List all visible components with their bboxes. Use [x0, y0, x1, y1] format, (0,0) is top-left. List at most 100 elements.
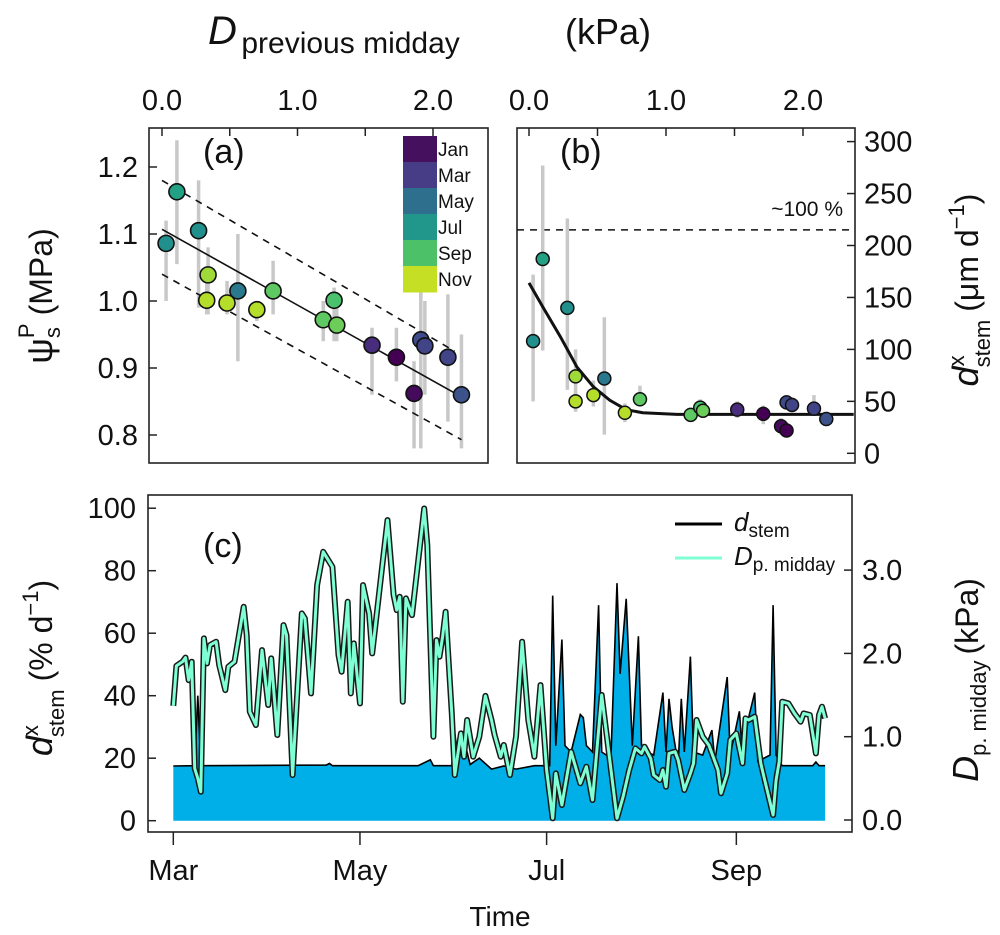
panel-b-data-point [729, 402, 745, 417]
legend-color-swatch-jan [403, 136, 437, 163]
panel-c-label: (c) [203, 527, 243, 565]
panel-b-y-tick-label: 200 [864, 231, 912, 263]
panel-b-data-point [525, 333, 541, 349]
panel-a-label: (a) [203, 133, 245, 171]
legend-label-jul: Jul [438, 218, 462, 239]
panel-c-legend: dstem Dp. midday [675, 507, 836, 576]
panel-c-dpmidday-line [171, 507, 827, 820]
panel-c-dstem-area [173, 583, 826, 821]
panel-a-data-point [405, 384, 423, 403]
panel-b-y-axis-title: dxstem(μm d−1) [944, 194, 995, 387]
panel-a-upper-bound-line [161, 179, 456, 352]
legend-label-sep: Sep [438, 244, 472, 265]
panel-c-left-y-axis-title: dxstem(% d−1) [18, 580, 69, 756]
panel-c-plot: Mar May Jul Sep 0 20 40 60 80 100 0.0 1.0 2.0 3.0 [88, 493, 903, 887]
panel-b-data-point [568, 369, 583, 384]
panel-b-y-tick-label: 150 [864, 282, 912, 314]
panel-a-y-tick-label: 0.9 [98, 353, 138, 385]
panel-a-plot: 0.0 1.0 2.0 0.8 0.9 1.0 1.1 1.2 Jan Mar May Jul Sep N… [98, 85, 475, 452]
panel-b-top-tick-label: 1.0 [646, 85, 686, 117]
panel-a-data-point [168, 182, 186, 201]
legend-label-dpmidday: Dp. midday [734, 541, 836, 576]
panel-b-top-tick-label: 0.0 [509, 85, 549, 117]
panel-b-data-point [784, 397, 800, 413]
panel-c-left-y-tick-label: 60 [104, 618, 136, 650]
panel-c-right-y-axis-title: Dp. midday(kPa) [945, 578, 991, 782]
panel-c-right-y-tick-label: 1.0 [862, 722, 902, 754]
panel-b-y-tick-label: 0 [864, 438, 880, 470]
legend-color-swatch-nov [403, 266, 437, 293]
panel-b-top-tick-label: 2.0 [783, 85, 823, 117]
panel-a-regression-line [161, 228, 462, 398]
top-axis-title: D previous midday (kPa) [208, 9, 651, 60]
x-axis-title-time: Time [469, 901, 530, 932]
panel-a-data-point [248, 300, 266, 319]
panel-c-right-y-tick-label: 0.0 [862, 805, 902, 837]
legend-label-dstem: dstem [734, 507, 790, 542]
panel-b-reference-label: ~100 % [771, 198, 843, 221]
panel-a-data-point [199, 266, 217, 284]
panel-b-data-point [617, 405, 633, 421]
panel-c-frame [147, 494, 853, 833]
panel-a-y-tick-label: 1.2 [98, 152, 138, 184]
panel-a-top-tick-label: 2.0 [413, 85, 453, 117]
panel-a-y-tick-label: 1.0 [98, 286, 138, 318]
panel-a-data-point [189, 221, 208, 240]
panel-b-data-point [779, 423, 794, 438]
panel-a-data-point [264, 282, 282, 300]
panel-c-x-tick-label: May [333, 855, 388, 887]
panel-a-data-point [325, 291, 343, 310]
panel-c-left-y-tick-label: 100 [88, 493, 136, 525]
panel-b-data-point [535, 251, 550, 267]
legend-color-swatch-mar [403, 162, 437, 189]
panel-b-y-tick-label: 250 [864, 179, 912, 211]
panel-a-y-tick-label: 1.1 [98, 219, 138, 251]
panel-a-data-point [452, 385, 471, 404]
panel-a-frame [148, 127, 489, 464]
panel-b-data-point [806, 401, 822, 416]
panel-a-data-point [218, 294, 236, 312]
panel-a-top-tick-label: 0.0 [142, 85, 182, 117]
panel-c-right-y-tick-label: 2.0 [862, 638, 902, 670]
panel-c-x-tick-label: Mar [148, 855, 198, 887]
panel-a-data-point [229, 282, 247, 300]
panel-b-data-point [819, 411, 834, 427]
panel-a-data-point [327, 316, 346, 334]
panel-b-y-tick-label: 100 [864, 334, 912, 366]
legend-color-swatch-may [403, 188, 437, 215]
panel-b-plot: 0.0 1.0 2.0 0 50 100 150 200 250 300 ~100 % [509, 85, 913, 470]
panel-b-data-point [586, 387, 601, 403]
panel-c-left-y-tick-label: 40 [104, 681, 136, 713]
panel-a-data-point [157, 234, 175, 253]
panel-c-left-y-tick-label: 0 [120, 806, 136, 838]
legend-label-nov: Nov [438, 270, 472, 291]
panel-b-label: (b) [560, 133, 602, 171]
panel-b-y-tick-label: 50 [864, 386, 896, 418]
panel-a-data-point [439, 348, 457, 367]
panel-b-data-point [632, 392, 648, 407]
panel-a-data-point [197, 291, 216, 310]
panel-c-left-y-tick-label: 20 [104, 743, 136, 775]
panel-a-y-tick-label: 0.8 [98, 420, 138, 452]
panel-b-data-point [695, 403, 711, 418]
legend-label-jan: Jan [438, 140, 469, 161]
panel-a-top-tick-label: 1.0 [277, 85, 317, 117]
panel-b-frame [516, 127, 856, 464]
panel-b-data-point [756, 406, 771, 422]
panel-a-data-point [387, 348, 406, 367]
panel-c-x-tick-label: Sep [711, 855, 763, 887]
panel-a-data-point [363, 336, 381, 355]
panel-c-left-y-tick-label: 80 [104, 556, 136, 588]
panel-b-data-point [560, 300, 575, 316]
panel-a-y-axis-title: ψsP(MPa) [14, 228, 65, 363]
panel-c-x-tick-label: Jul [528, 855, 565, 887]
legend-color-swatch-sep [403, 240, 437, 267]
panel-b-y-tick-label: 300 [864, 127, 912, 159]
legend-label-mar: Mar [438, 166, 471, 187]
panel-b-data-point [597, 371, 612, 386]
panel-c-right-y-tick-label: 3.0 [862, 555, 902, 587]
panel-b-fit-curve [527, 282, 854, 416]
legend-color-swatch-jul [403, 214, 437, 241]
panel-a-data-point [416, 337, 434, 355]
